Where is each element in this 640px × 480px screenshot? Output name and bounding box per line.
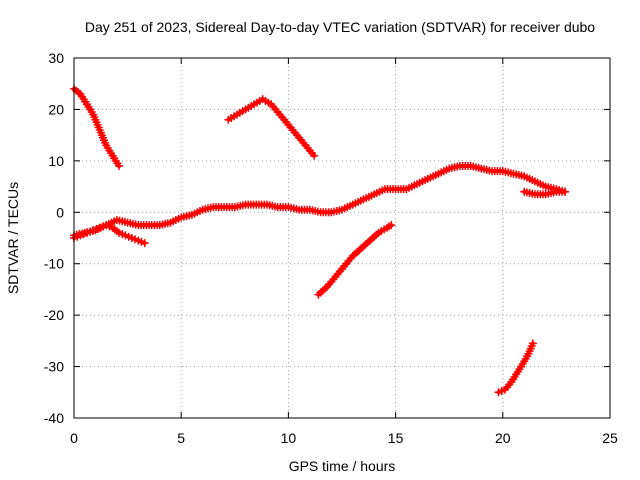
data-point — [310, 151, 319, 160]
data-point — [115, 162, 124, 170]
series-arc-4 — [70, 162, 569, 240]
series-layer — [70, 84, 569, 397]
series-arc-1 — [70, 84, 124, 170]
data-point — [387, 221, 396, 230]
chart-title: Day 251 of 2023, Sidereal Day-to-day VTE… — [85, 19, 595, 35]
series-arc-6 — [314, 221, 396, 299]
x-tick-label: 15 — [388, 430, 404, 446]
plot-frame — [73, 57, 611, 419]
data-point — [560, 187, 569, 196]
y-tick-label: -30 — [44, 359, 64, 375]
series-arc-7 — [494, 339, 537, 397]
series-arc-2 — [224, 95, 319, 160]
y-tick-label: 30 — [48, 50, 64, 66]
x-tick-label: 20 — [495, 430, 511, 446]
y-tick-label: 10 — [48, 153, 64, 169]
y-tick-label: -20 — [44, 307, 64, 323]
x-tick-label: 10 — [281, 430, 297, 446]
x-tick-label: 5 — [177, 430, 185, 446]
tick-layer: 0 5 10 15 20 25 -40 -30 -20 -10 0 10 20 30 — [44, 50, 618, 446]
y-axis-label: SDTVAR / TECUs — [5, 182, 21, 294]
x-tick-label: 0 — [70, 430, 78, 446]
y-tick-label: -10 — [44, 256, 64, 272]
x-tick-label: 25 — [602, 430, 618, 446]
y-tick-label: -40 — [44, 410, 64, 426]
series-arc-5 — [520, 187, 569, 199]
data-point — [140, 239, 149, 248]
y-tick-label: 20 — [48, 101, 64, 117]
data-point — [528, 339, 537, 348]
x-axis-label: GPS time / hours — [289, 458, 396, 474]
y-tick-label: 0 — [56, 204, 64, 220]
